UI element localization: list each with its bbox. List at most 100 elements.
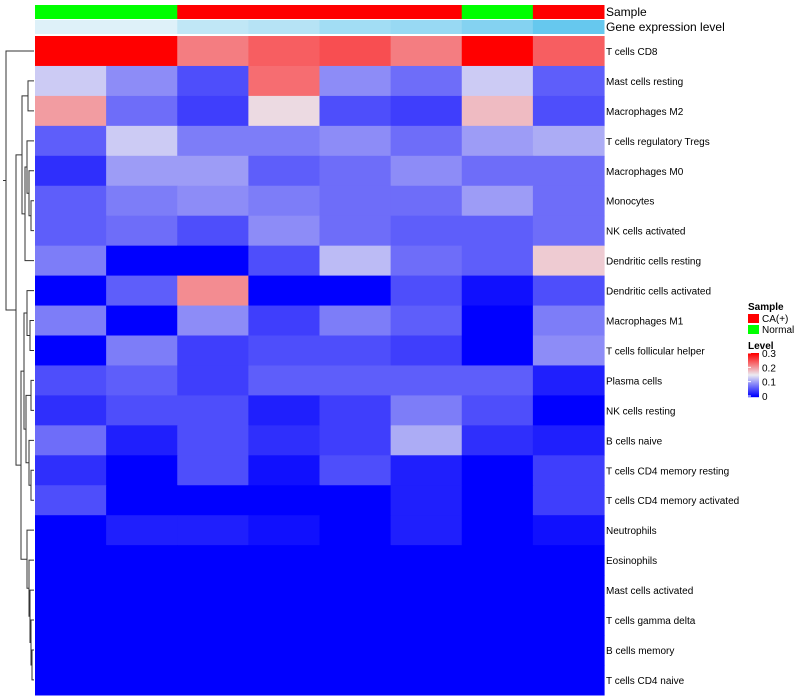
level-bar-segment xyxy=(748,387,759,389)
heatmap-cell xyxy=(461,455,534,486)
heatmap-cell xyxy=(35,36,107,67)
heatmap-cell xyxy=(461,185,534,217)
heatmap-cell xyxy=(532,155,605,187)
heatmap-cell xyxy=(248,125,321,157)
heatmap-cell xyxy=(532,545,605,576)
heatmap-cell xyxy=(390,395,463,426)
heatmap-cell xyxy=(106,605,178,636)
heatmap-cell xyxy=(390,635,463,666)
heatmap-cell xyxy=(532,215,605,247)
heatmap-cell xyxy=(35,455,107,486)
heatmap-cell xyxy=(106,635,178,666)
expression-annotation-label: Gene expression level xyxy=(606,20,725,34)
heatmap-cell xyxy=(319,605,392,636)
heatmap-cell xyxy=(319,125,392,157)
heatmap-cell xyxy=(461,515,534,546)
heatmap-cell xyxy=(461,575,534,606)
row-label: T cells CD4 naive xyxy=(606,676,685,687)
heatmap-cell xyxy=(35,635,107,666)
heatmap-cell xyxy=(532,605,605,636)
heatmap-cell xyxy=(106,95,178,127)
sample-annotation-cell xyxy=(248,5,320,19)
heatmap-cell xyxy=(35,395,107,426)
level-bar-segment xyxy=(748,386,759,388)
heatmap-cell xyxy=(177,95,249,127)
level-bar-segment xyxy=(748,354,759,356)
heatmap-cell xyxy=(35,365,107,396)
row-label: B cells naive xyxy=(606,436,663,447)
heatmap-cell xyxy=(319,215,392,247)
expression-annotation-cell xyxy=(390,20,463,34)
level-bar-segment xyxy=(748,377,759,379)
heatmap-cell xyxy=(248,305,321,337)
level-bar-segment xyxy=(748,360,759,362)
heatmap-cell xyxy=(177,425,249,456)
level-tick-label: 0.2 xyxy=(762,363,776,374)
heatmap-cell xyxy=(461,664,534,696)
heatmap-cell xyxy=(35,485,107,516)
heatmap-cell xyxy=(319,545,392,576)
heatmap-cell xyxy=(390,515,463,546)
heatmap-cell xyxy=(35,425,107,456)
heatmap-cell xyxy=(390,485,463,516)
heatmap-cell xyxy=(532,335,605,367)
heatmap-cell xyxy=(390,65,463,97)
legend-swatch-ca xyxy=(748,314,759,323)
heatmap-cell xyxy=(390,305,463,337)
heatmap-cell xyxy=(319,36,392,67)
heatmap-cell xyxy=(319,305,392,337)
level-bar-segment xyxy=(748,382,759,384)
heatmap-cell xyxy=(461,245,534,277)
row-label: T cells follicular helper xyxy=(606,347,705,358)
heatmap-cell xyxy=(35,275,107,307)
level-bar-segment xyxy=(748,380,759,382)
heatmap-cell xyxy=(35,305,107,337)
row-label: Dendritic cells resting xyxy=(606,257,701,268)
heatmap-cell xyxy=(177,635,249,666)
sample-legend: Sample CA(+) Normal xyxy=(748,302,794,336)
heatmap-cell xyxy=(319,635,392,666)
level-bar-segment xyxy=(748,361,759,363)
heatmap-cell xyxy=(319,455,392,486)
sample-annotation-cell xyxy=(177,5,249,19)
heatmap-cell xyxy=(248,36,321,67)
heatmap-cell xyxy=(532,485,605,516)
level-bar-segment xyxy=(748,371,759,373)
level-bar-segment xyxy=(748,383,759,385)
heatmap-cell xyxy=(461,36,534,67)
heatmap-cell xyxy=(177,305,249,337)
heatmap-cell xyxy=(248,275,321,307)
level-bar-segment xyxy=(748,364,759,366)
row-label: T cells CD8 xyxy=(606,47,658,58)
heatmap-cell xyxy=(532,395,605,426)
sample-annotation-cell xyxy=(461,5,534,19)
level-bar-segment xyxy=(748,396,759,398)
heatmap-cell xyxy=(248,245,321,277)
sample-annotation-cell xyxy=(106,5,178,19)
heatmap-cell xyxy=(248,515,321,546)
heatmap-cell xyxy=(106,305,178,337)
heatmap-cell xyxy=(35,605,107,636)
heatmap-cell xyxy=(106,545,178,576)
expression-annotation-cell xyxy=(177,20,249,34)
row-label: T cells CD4 memory activated xyxy=(606,496,739,507)
heatmap-cell xyxy=(177,335,249,367)
heatmap-cell xyxy=(106,36,178,67)
heatmap-cell xyxy=(319,275,392,307)
heatmap-cell xyxy=(106,245,178,277)
heatmap-cell xyxy=(532,95,605,127)
heatmap-cell xyxy=(319,335,392,367)
heatmap-cell xyxy=(532,455,605,486)
heatmap-cell xyxy=(461,215,534,247)
heatmap-cell xyxy=(461,605,534,636)
heatmap-cell xyxy=(106,455,178,486)
level-bar-segment xyxy=(748,389,759,391)
row-label: Neutrophils xyxy=(606,526,657,537)
heatmap-cell xyxy=(106,485,178,516)
heatmap-cell xyxy=(319,365,392,396)
level-bar-segment xyxy=(748,378,759,380)
level-bar-segment xyxy=(748,370,759,372)
heatmap-cell xyxy=(390,36,463,67)
row-label: Dendritic cells activated xyxy=(606,287,711,298)
level-bar-segment xyxy=(748,366,759,368)
